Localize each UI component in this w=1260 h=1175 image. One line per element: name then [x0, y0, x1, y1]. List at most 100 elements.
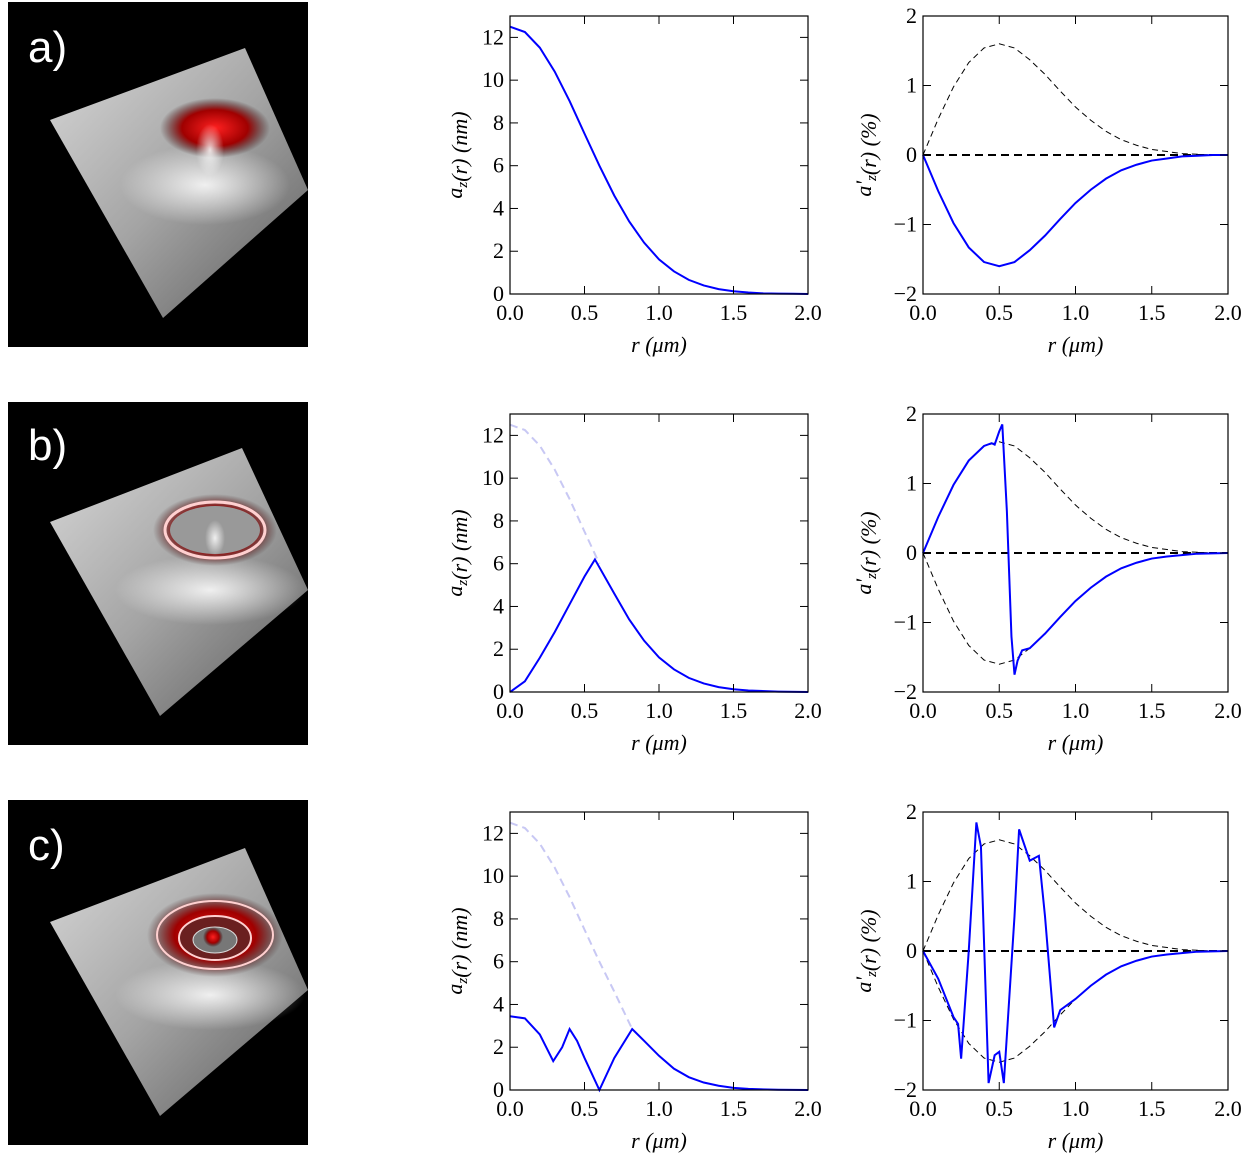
- plot-frame: [509, 811, 809, 1091]
- y-tick-label: 12: [482, 24, 504, 49]
- x-axis-label: r (μm): [1048, 1128, 1104, 1153]
- y-tick-label: 0: [493, 679, 504, 704]
- x-tick-label: 1.0: [645, 300, 673, 325]
- x-tick-label: 2.0: [1214, 698, 1242, 723]
- y-tick-label: 2: [906, 799, 917, 824]
- x-axis-label: r (μm): [631, 730, 687, 755]
- y-axis-label: az(r) (nm): [442, 111, 472, 198]
- y-tick-label: 2: [906, 3, 917, 28]
- x-tick-label: 0.0: [909, 698, 937, 723]
- y-tick-label: 2: [493, 636, 504, 661]
- x-axis-label: r (μm): [631, 1128, 687, 1153]
- panel-label: b): [28, 421, 67, 470]
- x-axis-label: r (μm): [1048, 730, 1104, 755]
- line-series: [922, 441, 1228, 554]
- y-tick-label: 10: [482, 863, 504, 888]
- y-tick-label: −1: [894, 610, 917, 635]
- x-axis-label: r (μm): [631, 332, 687, 357]
- x-tick-label: 2.0: [794, 698, 822, 723]
- line-series: [922, 552, 1228, 665]
- x-tick-label: 1.5: [720, 698, 748, 723]
- x-tick-label: 0.0: [496, 300, 524, 325]
- line-series: [509, 423, 601, 565]
- y-tick-label: 4: [493, 991, 504, 1016]
- y-tick-label: 0: [906, 142, 917, 167]
- x-tick-label: 2.0: [1214, 1096, 1242, 1121]
- y-tick-label: 12: [482, 422, 504, 447]
- y-axis-label: az(r) (nm): [442, 907, 472, 994]
- y-tick-label: 2: [493, 1034, 504, 1059]
- x-tick-label: 0.0: [909, 300, 937, 325]
- line-series: [509, 1015, 809, 1093]
- y-tick-label: 10: [482, 465, 504, 490]
- y-tick-label: 10: [482, 67, 504, 92]
- line-series: [922, 43, 1228, 156]
- y-tick-label: −1: [894, 212, 917, 237]
- x-tick-label: 2.0: [794, 1096, 822, 1121]
- line-series: [922, 154, 1228, 268]
- x-tick-label: 2.0: [794, 300, 822, 325]
- x-axis-label: r (μm): [1048, 332, 1104, 357]
- y-tick-label: 8: [493, 906, 504, 931]
- y-axis-label: a'z(r) (%): [851, 113, 881, 196]
- y-axis-label: a'z(r) (%): [851, 511, 881, 594]
- y-axis-label: az(r) (nm): [442, 509, 472, 596]
- line-series: [509, 557, 809, 693]
- x-tick-label: 0.5: [986, 698, 1014, 723]
- x-tick-label: 1.0: [645, 1096, 673, 1121]
- x-tick-label: 1.5: [1138, 1096, 1166, 1121]
- x-tick-label: 1.5: [720, 1096, 748, 1121]
- y-tick-label: 6: [493, 551, 504, 576]
- y-axis-label: a'z(r) (%): [851, 909, 881, 992]
- x-tick-label: 0.0: [909, 1096, 937, 1121]
- x-tick-label: 0.0: [496, 698, 524, 723]
- x-tick-label: 0.5: [986, 1096, 1014, 1121]
- x-tick-label: 1.5: [1138, 300, 1166, 325]
- plot-frame: [509, 15, 809, 295]
- y-tick-label: −2: [894, 679, 917, 704]
- y-tick-label: 0: [493, 1077, 504, 1102]
- y-tick-label: 1: [906, 73, 917, 98]
- x-tick-label: 1.5: [720, 300, 748, 325]
- line-series: [509, 25, 809, 295]
- y-tick-label: 0: [493, 281, 504, 306]
- y-tick-label: 4: [493, 195, 504, 220]
- image-panel-c: [8, 800, 308, 1145]
- y-tick-label: −2: [894, 281, 917, 306]
- x-tick-label: 1.0: [1062, 1096, 1090, 1121]
- x-tick-label: 2.0: [1214, 300, 1242, 325]
- x-tick-label: 1.5: [1138, 698, 1166, 723]
- line-series: [922, 424, 1229, 675]
- image-panel-b: [8, 402, 308, 745]
- y-tick-label: 2: [906, 401, 917, 426]
- x-tick-label: 1.0: [1062, 698, 1090, 723]
- x-tick-label: 0.5: [986, 300, 1014, 325]
- panel-label: a): [28, 23, 67, 72]
- y-tick-label: −1: [894, 1008, 917, 1033]
- y-tick-label: 12: [482, 820, 504, 845]
- y-tick-label: 0: [906, 540, 917, 565]
- x-tick-label: 1.0: [1062, 300, 1090, 325]
- y-tick-label: 8: [493, 110, 504, 135]
- line-series: [509, 821, 634, 1030]
- x-tick-label: 0.0: [496, 1096, 524, 1121]
- x-tick-label: 1.0: [645, 698, 673, 723]
- x-tick-label: 0.5: [571, 698, 599, 723]
- x-tick-label: 0.5: [571, 300, 599, 325]
- y-tick-label: 1: [906, 471, 917, 496]
- panel-label: c): [28, 821, 65, 870]
- y-tick-label: 2: [493, 238, 504, 263]
- y-tick-label: 1: [906, 869, 917, 894]
- x-tick-label: 0.5: [571, 1096, 599, 1121]
- y-tick-label: 6: [493, 949, 504, 974]
- line-series: [922, 822, 1229, 1084]
- y-tick-label: −2: [894, 1077, 917, 1102]
- y-tick-label: 0: [906, 938, 917, 963]
- y-tick-label: 8: [493, 508, 504, 533]
- line-series: [922, 950, 1228, 1063]
- y-tick-label: 6: [493, 153, 504, 178]
- y-tick-label: 4: [493, 593, 504, 618]
- image-panel-a: [8, 2, 308, 347]
- plot-frame: [509, 413, 809, 693]
